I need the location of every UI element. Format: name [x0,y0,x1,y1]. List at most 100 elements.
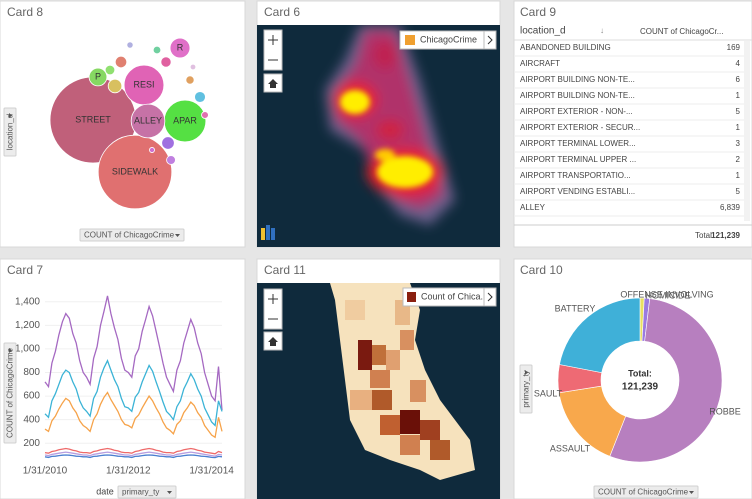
bubble-label: P [95,71,101,81]
card-title: Card 9 [520,5,556,19]
row-label: AIRPORT TRANSPORTATIO... [520,171,631,180]
row-value: 1 [736,171,741,180]
row-value: 2 [736,155,741,164]
field-button-label: primary_ty [522,370,531,407]
heat-map [257,25,500,247]
bubble [126,41,134,49]
x-tick-label: 1/31/2010 [23,466,68,477]
caret [689,491,694,494]
bubble [88,67,108,87]
field-button[interactable] [593,485,699,499]
y-tick-label: 1,400 [15,296,40,307]
caret [9,348,12,353]
center-value: 121,239 [622,382,659,393]
field-button[interactable] [519,364,533,414]
total-value: 121,239 [711,231,740,240]
x-axis-label: date [96,486,114,496]
segment-label: HOMICIDE [646,290,691,300]
bubble-label: APAR [173,115,197,125]
segment-label: ROBBE [709,406,741,416]
row-label: ALLEY [520,203,546,212]
row-value: 4 [736,59,741,68]
legend-toggle[interactable] [483,287,497,307]
segment-label: OFFENSE INVOLVING [620,289,713,299]
field-button[interactable] [3,107,17,157]
bubble-label: RESI [133,79,154,89]
scrollbar[interactable] [744,41,750,221]
bubble [104,64,116,76]
x-tick-label: 1/31/2014 [189,466,234,477]
bubble [169,37,191,59]
field-button[interactable] [79,228,185,242]
chevron [487,35,493,45]
legend-swatch [407,292,416,302]
caret [175,234,180,237]
bubble [189,63,197,71]
row-value: 1 [736,123,741,132]
line-series [44,295,223,411]
segment-label: SAULT [534,388,563,398]
bubble-label: ALLEY [134,115,162,125]
row-label: AIRCRAFT [520,59,560,68]
card-title: Card 11 [264,263,306,277]
row-value: 3 [736,139,741,148]
row-value: 1 [736,91,741,100]
chevron [487,292,493,302]
bubble [194,91,206,103]
legend-toggle[interactable] [483,30,497,50]
field-button-label: location_d [6,114,15,150]
row-label: AIRPORT TERMINAL UPPER ... [520,155,636,164]
bubble-label: STREET [75,114,111,124]
bubble [130,103,166,139]
caret [9,113,12,118]
row-value: 5 [736,187,741,196]
field-button[interactable] [117,485,177,499]
row-value: 169 [727,43,741,52]
map-controls[interactable] [263,29,283,93]
caret [167,491,172,494]
x-tick-label: 1/31/2012 [106,466,151,477]
bubble-label: SIDEWALK [112,166,158,176]
field-button[interactable] [3,342,17,444]
legend-swatch [405,35,415,45]
line-series [44,359,223,427]
bubble-label: R [177,42,184,52]
bubble [185,75,195,85]
map-controls[interactable] [263,288,283,351]
row-label: AIRPORT TERMINAL LOWER... [520,139,636,148]
total-label: Total [695,231,712,240]
row-value: 6 [736,75,741,84]
line-series [44,391,223,439]
legend-label: Count of Chica... [421,291,488,301]
center-label: Total: [628,368,652,378]
bubble [97,134,173,210]
line-series [44,447,223,455]
caret [525,370,528,375]
card-title: Card 8 [7,5,43,19]
y-tick-label: 400 [23,414,40,425]
field-button-label: COUNT of ChicagoCrime [84,231,175,240]
row-label: AIRPORT EXTERIOR - SECUR... [520,123,640,132]
field-button-label: primary_ty [122,488,159,497]
y-tick-label: 600 [23,391,40,402]
donut-segment [609,298,723,463]
legend-label: ChicagoCrime [420,34,477,44]
row-value: 6,839 [720,203,741,212]
column-header[interactable]: location_d [520,26,566,37]
sort-icon[interactable]: ↓ [600,26,604,35]
y-tick-label: 1,000 [15,344,40,355]
row-label: ABANDONED BUILDING [520,43,611,52]
y-tick-label: 800 [23,367,40,378]
card [0,258,246,499]
donut-segment [559,297,641,373]
bubble [166,155,176,165]
bubble [201,111,209,119]
card-title: Card 6 [264,5,300,19]
bubble [160,56,172,68]
bubble [114,55,128,69]
column-header[interactable]: COUNT of ChicagoCr... [640,27,723,36]
row-label: AIRPORT BUILDING NON-TE... [520,75,635,84]
bubble [161,136,175,150]
